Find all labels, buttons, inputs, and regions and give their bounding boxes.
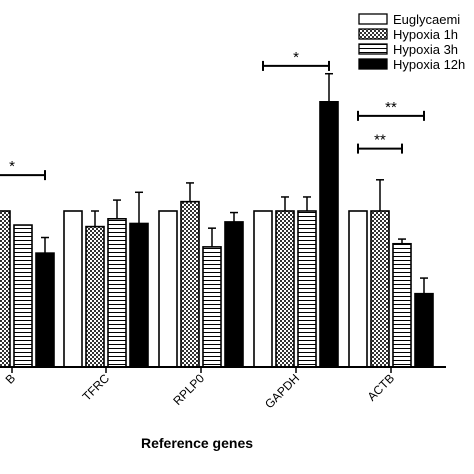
bar (297, 210, 317, 368)
significance-label: ** (385, 99, 397, 116)
legend-swatch (358, 58, 388, 70)
x-tick-label: TFRC (80, 371, 113, 404)
bar (13, 224, 33, 368)
x-axis-label: Reference genes (141, 435, 253, 451)
bar (107, 218, 127, 368)
x-tick-label: B (3, 371, 19, 387)
legend-swatch (358, 13, 388, 25)
bar (224, 221, 244, 368)
bar (129, 222, 149, 368)
bar (319, 101, 339, 368)
plot-area: B TFRC RPLP0 GAPDH ACTB****** (0, 49, 446, 411)
bar (370, 210, 390, 368)
legend-swatch (358, 43, 388, 55)
x-tick-label: RPLP0 (170, 371, 207, 408)
legend-entry: Hypoxia 3h (393, 42, 458, 57)
legend-entry: Hypoxia 12h (393, 57, 465, 72)
significance-label: * (293, 49, 299, 66)
bar (85, 225, 105, 368)
bar (63, 210, 83, 368)
bar (158, 210, 178, 368)
x-tick-label: GAPDH (262, 371, 302, 411)
bar (414, 292, 434, 368)
bar (348, 210, 368, 368)
x-tick-label: ACTB (365, 371, 398, 404)
legend-swatch (358, 28, 388, 40)
bar (392, 242, 412, 368)
bar (180, 200, 200, 368)
bar (202, 246, 222, 368)
legend-entry: Hypoxia 1h (393, 27, 458, 42)
bar (0, 210, 11, 368)
significance-label: ** (374, 132, 386, 149)
significance-label: * (9, 158, 15, 175)
bar (275, 210, 295, 368)
bar (35, 252, 55, 368)
legend-entry: Euglycaemi (393, 12, 460, 27)
bar (253, 210, 273, 368)
